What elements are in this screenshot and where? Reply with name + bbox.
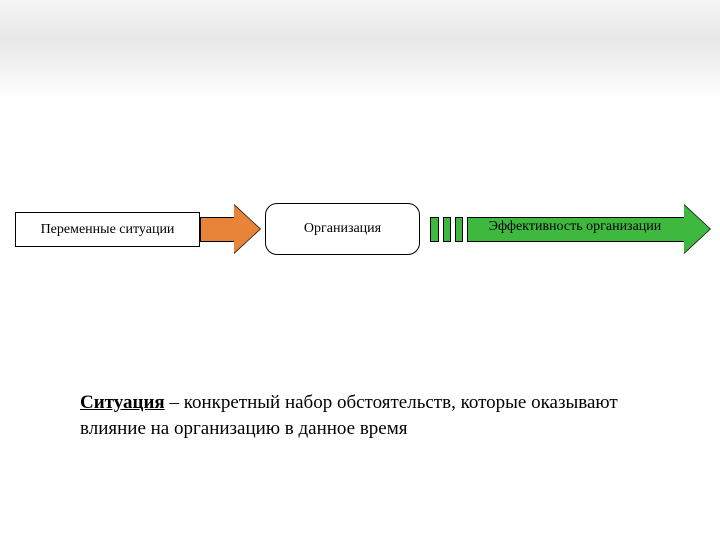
center-box: Организация (265, 203, 420, 255)
right-arrow: Эффективность организации (430, 205, 715, 254)
header-gradient (0, 0, 720, 100)
left-box-label: Переменные ситуации (41, 222, 175, 238)
definition-text: Ситуация – конкретный набор обстоятельст… (80, 390, 640, 441)
left-arrow-head (234, 205, 260, 253)
definition-term: Ситуация (80, 392, 165, 413)
left-box: Переменные ситуации (15, 212, 200, 247)
left-arrow-shaft (200, 217, 235, 242)
left-arrow (200, 205, 260, 254)
flow-diagram: Переменные ситуации Эффективность органи… (0, 200, 720, 260)
center-box-label: Организация (304, 221, 381, 237)
right-arrow-stripe (438, 217, 444, 242)
right-arrow-head (684, 205, 710, 253)
right-arrow-stripe (450, 217, 456, 242)
right-arrow-label: Эффективность организации (465, 219, 685, 235)
